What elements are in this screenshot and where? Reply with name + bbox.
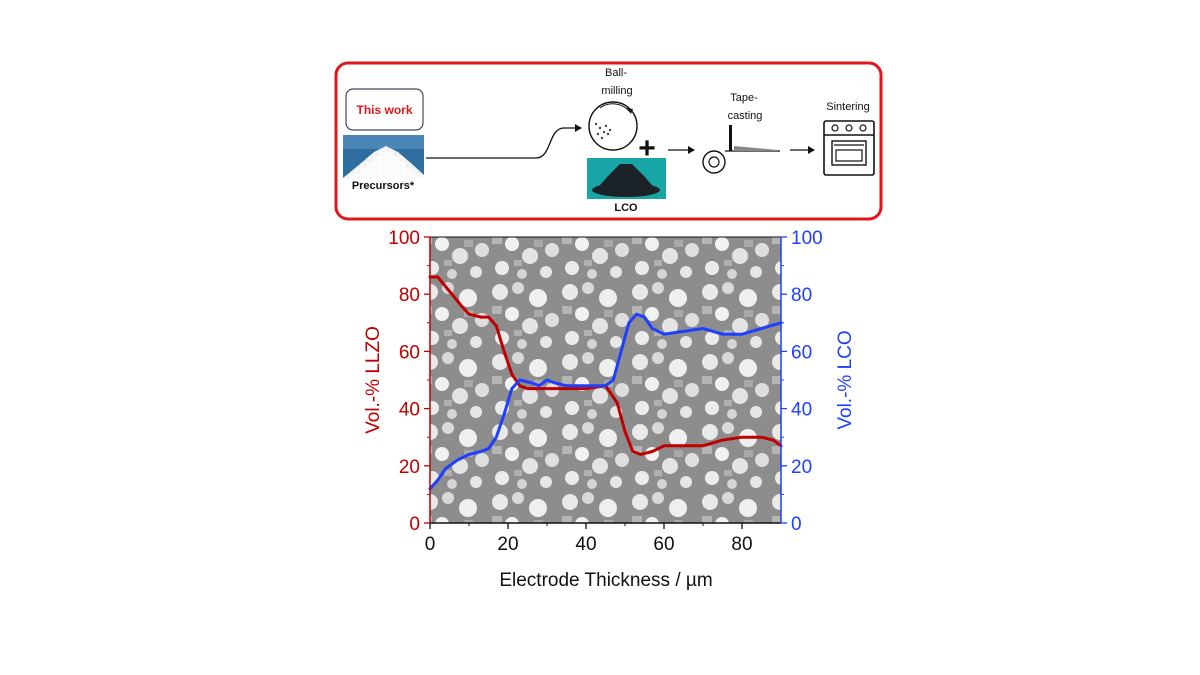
y-left-tick-label: 40 <box>399 400 420 421</box>
arrow-head-2 <box>688 146 695 154</box>
lco-powder-label: LCO <box>614 202 638 214</box>
y-axis-right-label: Vol.-% LCO <box>835 330 856 429</box>
x-tick-label: 60 <box>653 534 674 555</box>
x-tick-label: 20 <box>497 534 518 555</box>
y-left-tick-label: 80 <box>399 285 420 306</box>
y-right-tick-label: 40 <box>791 400 812 421</box>
arrow-head-1 <box>575 124 582 132</box>
x-axis-label: Electrode Thickness / µm <box>499 570 712 591</box>
y-left-tick-label: 100 <box>388 228 420 249</box>
y-left-tick-label: 60 <box>399 342 420 363</box>
schematic-frame <box>334 61 883 221</box>
x-tick-label: 80 <box>731 534 752 555</box>
series-layer <box>428 275 783 491</box>
y-right-tick-label: 20 <box>791 457 812 478</box>
lco-series-line <box>428 312 783 491</box>
y-axis-left-label: Vol.-% LLZO <box>363 326 384 434</box>
ball-milling-label-1: Ball- <box>605 67 627 79</box>
process-schematic: This work Precursors* Ball- milling + <box>334 61 883 221</box>
y-left-tick-label: 0 <box>409 514 420 535</box>
tape-casting-label-2: casting <box>728 110 763 122</box>
y-right-tick-label: 0 <box>791 514 802 535</box>
arrow-head-3 <box>808 146 815 154</box>
precursors-label: Precursors* <box>352 180 415 192</box>
this-work-label: This work <box>356 103 412 117</box>
precursor-powder-image <box>343 135 424 178</box>
tape-casting-label-1: Tape- <box>730 92 758 104</box>
x-tick-label: 0 <box>425 534 436 555</box>
y-right-tick-label: 80 <box>791 285 812 306</box>
y-right-tick-label: 100 <box>791 228 823 249</box>
lco-powder-image <box>587 158 666 199</box>
plus-sign: + <box>638 132 656 165</box>
ball-mill-icon <box>588 101 638 151</box>
sintering-label: Sintering <box>826 101 869 113</box>
x-tick-label: 40 <box>575 534 596 555</box>
micrograph-background <box>430 237 781 523</box>
this-work-box <box>345 88 424 131</box>
furnace-icon <box>823 120 875 176</box>
ball-milling-label-2: milling <box>601 85 632 97</box>
y-right-tick-label: 60 <box>791 342 812 363</box>
y-left-tick-label: 20 <box>399 457 420 478</box>
precursor-arrow <box>426 127 580 159</box>
tape-caster-icon <box>702 125 780 174</box>
